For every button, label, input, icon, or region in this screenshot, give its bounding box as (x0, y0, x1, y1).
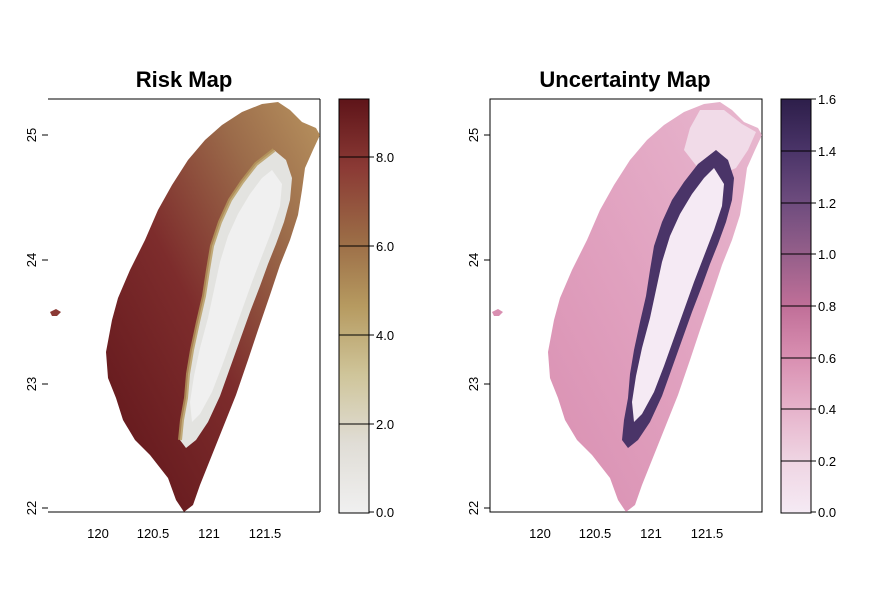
risk-x-tick: 121.5 (249, 526, 282, 541)
uncertainty-map-panel: Uncertainty Map 25 24 23 22 120 120.5 12… (466, 67, 836, 541)
risk-x-axis: 120 120.5 121 121.5 (87, 526, 281, 541)
uncertainty-map-title: Uncertainty Map (539, 67, 710, 92)
risk-x-tick: 121 (198, 526, 220, 541)
risk-x-tick: 120.5 (137, 526, 170, 541)
uncertainty-legend: 1.6 1.4 1.2 1.0 0.8 0.6 0.4 0.2 0.0 (780, 92, 836, 520)
uncertainty-y-axis: 25 24 23 22 (466, 128, 490, 515)
risk-offshore-islet (50, 309, 61, 316)
uncertainty-legend-label: 0.8 (818, 299, 836, 314)
risk-legend-label: 8.0 (376, 150, 394, 165)
uncertainty-legend-label: 1.2 (818, 196, 836, 211)
uncertainty-legend-label: 0.4 (818, 402, 836, 417)
uncertainty-legend-label: 0.0 (818, 505, 836, 520)
risk-legend-label: 6.0 (376, 239, 394, 254)
uncertainty-x-tick: 121.5 (691, 526, 724, 541)
risk-mountain-core (190, 170, 282, 422)
uncertainty-x-tick: 120.5 (579, 526, 612, 541)
uncertainty-legend-label: 0.2 (818, 454, 836, 469)
risk-legend: 8.0 6.0 4.0 2.0 0.0 (338, 98, 394, 520)
uncertainty-y-tick: 25 (466, 128, 481, 142)
risk-map-panel: Risk Map 25 24 23 22 120 12 (24, 67, 394, 541)
risk-y-axis: 25 24 23 22 (24, 128, 48, 515)
risk-y-tick: 23 (24, 377, 39, 391)
uncertainty-x-tick: 121 (640, 526, 662, 541)
uncertainty-legend-label: 1.0 (818, 247, 836, 262)
risk-legend-label: 0.0 (376, 505, 394, 520)
uncertainty-offshore-islet (492, 309, 503, 316)
uncertainty-y-tick: 22 (466, 501, 481, 515)
uncertainty-legend-label: 0.6 (818, 351, 836, 366)
uncertainty-legend-label: 1.6 (818, 92, 836, 107)
uncertainty-x-tick: 120 (529, 526, 551, 541)
uncertainty-mountain-core (632, 168, 724, 422)
risk-y-tick: 24 (24, 253, 39, 267)
uncertainty-y-tick: 24 (466, 253, 481, 267)
risk-legend-label: 4.0 (376, 328, 394, 343)
risk-map-title: Risk Map (136, 67, 233, 92)
uncertainty-y-tick: 23 (466, 377, 481, 391)
risk-x-tick: 120 (87, 526, 109, 541)
uncertainty-legend-label: 1.4 (818, 144, 836, 159)
risk-legend-bar (338, 98, 370, 514)
risk-y-tick: 22 (24, 501, 39, 515)
uncertainty-x-axis: 120 120.5 121 121.5 (529, 526, 723, 541)
risk-y-tick: 25 (24, 128, 39, 142)
risk-fringe (178, 148, 276, 441)
uncertainty-north-coast (684, 110, 756, 176)
risk-legend-label: 2.0 (376, 417, 394, 432)
